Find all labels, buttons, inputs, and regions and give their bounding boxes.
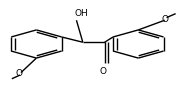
Text: O: O <box>99 67 106 76</box>
Text: OH: OH <box>74 9 88 18</box>
Text: O: O <box>16 69 23 78</box>
Text: O: O <box>161 15 168 24</box>
